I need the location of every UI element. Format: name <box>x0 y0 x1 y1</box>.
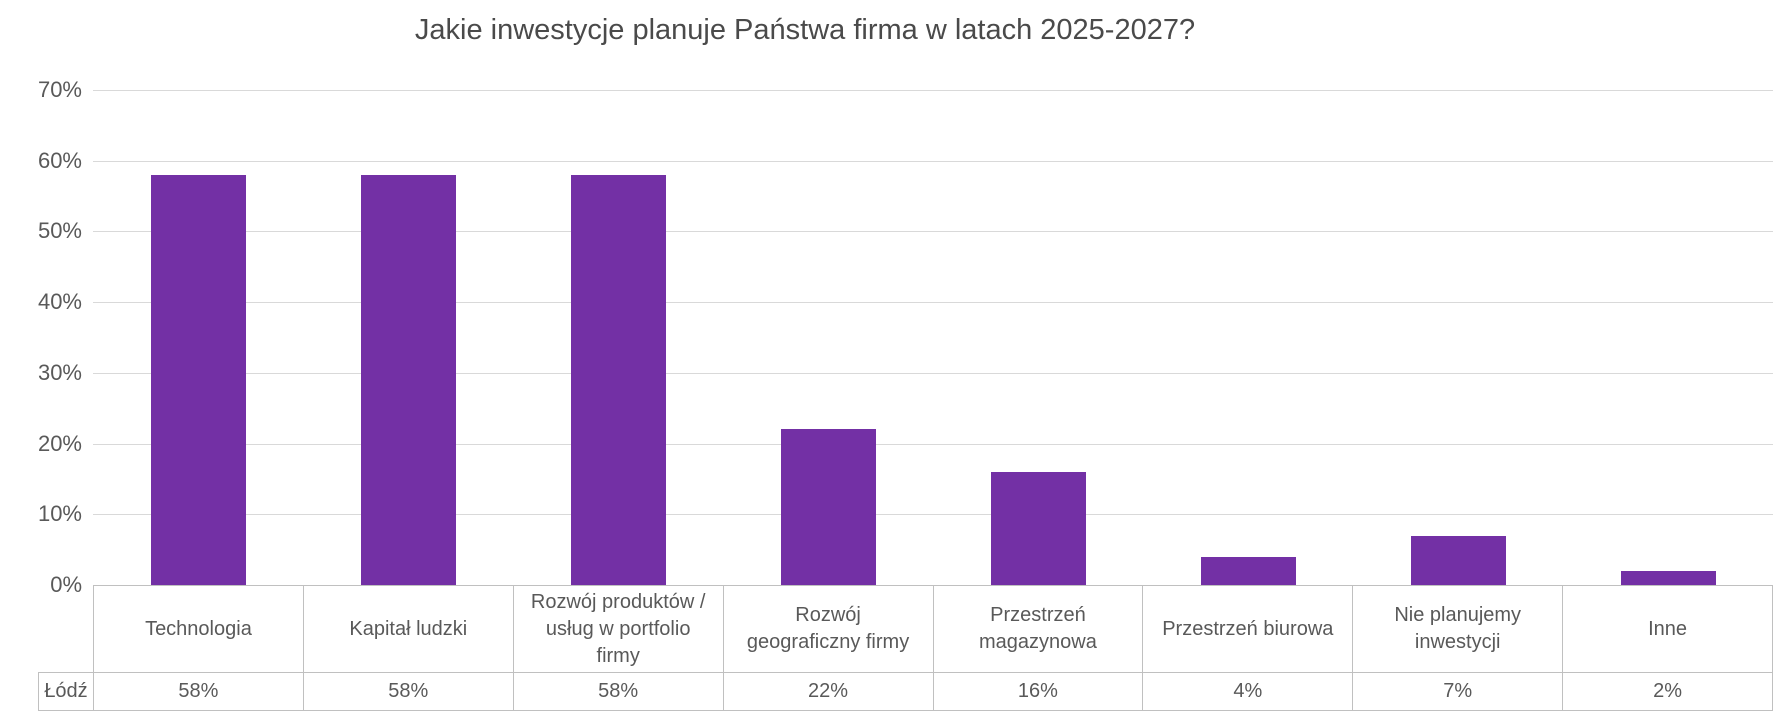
gridline <box>93 90 1773 91</box>
value-cell: 58% <box>94 672 304 710</box>
bar <box>570 174 666 585</box>
category-label: Kapitał ludzki <box>304 586 514 672</box>
value-cell: 22% <box>724 672 934 710</box>
category-label: Przestrzeń biurowa <box>1143 586 1354 672</box>
value-cell: 58% <box>304 672 514 710</box>
gridline <box>93 160 1773 162</box>
category-label: Przestrzeń magazynowa <box>934 586 1144 672</box>
y-axis-tick-label: 50% <box>37 218 82 244</box>
y-axis-tick-label: 0% <box>50 572 82 597</box>
value-cell: 58% <box>514 672 724 710</box>
y-axis-tick-label: 40% <box>37 289 82 315</box>
value-cell: 7% <box>1353 672 1564 710</box>
table-data-row: 58% 58% 58% 22% 16% 4% 7% 2% <box>93 672 1773 711</box>
y-axis-tick-label: 70% <box>37 77 82 102</box>
bar <box>990 471 1086 585</box>
gridline <box>93 443 1773 445</box>
gridline <box>93 514 1773 516</box>
value-cell: 16% <box>934 672 1144 710</box>
chart-title: Jakie inwestycje planuje Państwa firma w… <box>414 14 1196 46</box>
y-axis-tick-label: 30% <box>37 359 82 385</box>
bar <box>780 429 876 585</box>
value-cell: 2% <box>1653 679 1683 702</box>
y-axis-tick-label: 20% <box>37 430 82 456</box>
bar <box>1200 556 1296 585</box>
category-label: Nie planujemy inwestycji <box>1353 586 1564 672</box>
bar <box>1410 535 1506 585</box>
y-axis-tick-label: 60% <box>37 147 82 173</box>
y-axis-tick-label: 10% <box>37 501 82 527</box>
gridline <box>93 231 1773 233</box>
category-label: Technologia <box>94 586 304 672</box>
bar <box>1620 570 1716 585</box>
gridline <box>93 302 1773 304</box>
bar <box>360 174 456 585</box>
gridline <box>93 372 1773 374</box>
bar <box>150 174 246 585</box>
value-cell: 4% <box>1143 672 1354 710</box>
table-row-header: Łódź <box>38 672 93 711</box>
category-label: Rozwój produktów / usług w portfolio fir… <box>514 586 724 672</box>
category-label: Rozwój geograficzny firmy <box>724 586 934 672</box>
table-header-row: Technologia Kapitał ludzki Rozwój produktó… <box>93 585 1773 673</box>
category-label: Inne <box>1648 617 1688 640</box>
